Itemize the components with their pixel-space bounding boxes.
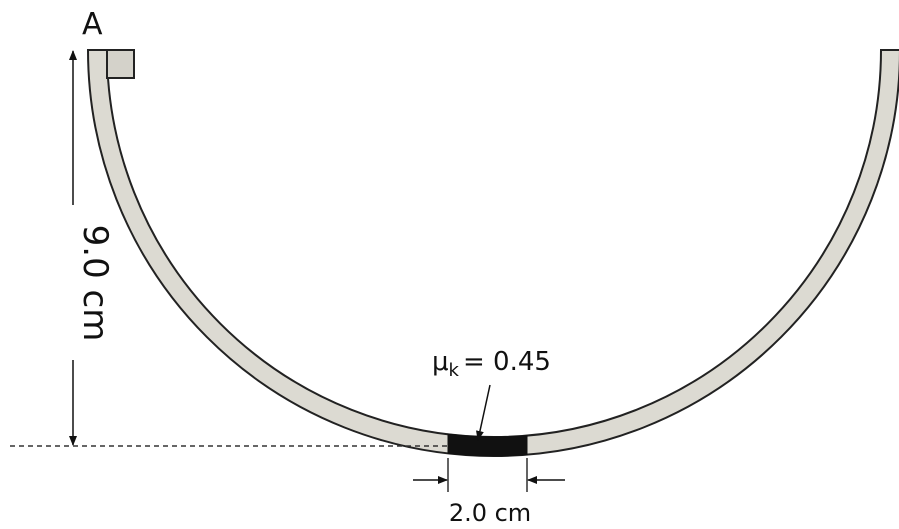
width-label: 2.0 cm	[449, 499, 531, 527]
mu-symbol: μ	[432, 347, 449, 377]
height-label: 9.0 cm	[75, 225, 115, 342]
block	[106, 49, 135, 79]
point-label: A	[82, 7, 103, 42]
mu-value: = 0.45	[463, 347, 551, 377]
rough-patch	[447, 433, 528, 457]
track	[86, 49, 899, 457]
friction-label: μk = 0.45	[432, 347, 551, 381]
mu-subscript: k	[449, 360, 460, 381]
friction-arrow	[476, 384, 491, 441]
